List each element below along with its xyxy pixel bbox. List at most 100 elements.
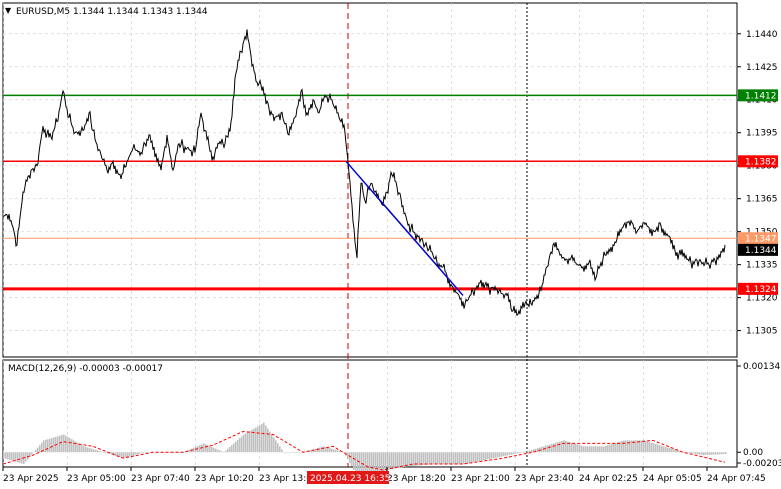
macd-histogram-bar <box>477 452 479 462</box>
macd-histogram-bar <box>697 452 699 455</box>
macd-histogram-bar <box>31 452 33 455</box>
macd-histogram-bar <box>35 449 37 453</box>
macd-histogram-bar <box>527 451 529 453</box>
macd-histogram-bar <box>633 440 635 453</box>
macd-histogram-bar <box>575 443 577 453</box>
macd-histogram-bar <box>117 452 119 457</box>
macd-histogram-bar <box>533 449 535 453</box>
macd-histogram-bar <box>359 452 361 476</box>
macd-histogram-bar <box>355 452 357 472</box>
macd-histogram-bar <box>67 436 69 453</box>
macd-histogram-bar <box>531 449 533 453</box>
macd-histogram-bar <box>683 452 685 453</box>
y-tick-label: 1.1365 <box>746 195 778 205</box>
macd-histogram-bar <box>635 440 637 453</box>
macd-histogram-bar <box>411 452 413 467</box>
macd-histogram-bar <box>395 452 397 469</box>
macd-histogram-bar <box>131 452 133 456</box>
macd-histogram-bar <box>433 452 435 465</box>
price-level-tag <box>738 232 778 245</box>
macd-histogram-bar <box>3 452 5 459</box>
macd-histogram-bar <box>565 440 567 453</box>
macd-histogram-bar <box>455 452 457 465</box>
macd-histogram-bar <box>583 446 585 453</box>
macd-histogram-bar <box>619 441 621 453</box>
macd-histogram-bar <box>667 447 669 453</box>
macd-histogram-bar <box>125 452 127 458</box>
macd-y-tick-label: 0.00134 <box>743 362 780 372</box>
macd-histogram-bar <box>339 451 341 453</box>
macd-histogram-bar <box>699 452 701 455</box>
y-tick-label: 1.1425 <box>746 63 778 73</box>
macd-histogram-bar <box>621 440 623 453</box>
macd-histogram-bar <box>281 449 283 453</box>
y-tick-label: 1.1335 <box>746 261 778 271</box>
macd-histogram-bar <box>113 452 115 456</box>
macd-histogram-bar <box>329 448 331 453</box>
macd-histogram-bar <box>485 452 487 460</box>
macd-histogram-bar <box>691 452 693 454</box>
macd-histogram-bar <box>627 440 629 453</box>
macd-histogram-bar <box>121 452 123 458</box>
macd-histogram-bar <box>143 452 145 453</box>
macd-histogram-bar <box>233 443 235 453</box>
macd-histogram-bar <box>159 452 161 453</box>
macd-histogram-bar <box>403 452 405 467</box>
macd-histogram-bar <box>353 452 355 470</box>
macd-histogram-bar <box>509 452 511 455</box>
macd-histogram-bar <box>41 442 43 453</box>
macd-histogram-bar <box>331 448 333 453</box>
macd-histogram-bar <box>137 452 139 454</box>
macd-histogram-bar <box>57 436 59 453</box>
macd-histogram-bar <box>649 442 651 453</box>
macd-histogram-bar <box>153 452 155 453</box>
macd-histogram-bar <box>263 422 265 453</box>
macd-histogram-bar <box>451 452 453 465</box>
macd-histogram-bar <box>601 446 603 453</box>
macd-histogram-bar <box>693 452 695 454</box>
macd-histogram-bar <box>321 446 323 453</box>
macd-histogram-bar <box>79 443 81 453</box>
macd-histogram-bar <box>241 436 243 453</box>
macd-histogram-bar <box>17 452 19 463</box>
macd-histogram-bar <box>375 452 377 476</box>
y-tick-label: 1.1320 <box>746 294 778 304</box>
macd-histogram-bar <box>491 452 493 459</box>
macd-histogram-bar <box>391 452 393 470</box>
dropdown-arrow-icon[interactable]: ▼ <box>5 6 12 15</box>
price-level-label: 1.1324 <box>745 285 777 295</box>
macd-histogram-bar <box>277 443 279 453</box>
macd-histogram-bar <box>245 433 247 453</box>
macd-histogram-bar <box>425 452 427 465</box>
macd-histogram-bar <box>361 452 363 478</box>
macd-histogram-bar <box>257 426 259 453</box>
macd-histogram-bar <box>551 443 553 453</box>
macd-histogram-bar <box>709 452 711 455</box>
macd-histogram-bar <box>119 452 121 457</box>
macd-histogram-bar <box>463 452 465 465</box>
macd-histogram-bar <box>713 452 715 455</box>
macd-histogram-bar <box>135 452 137 455</box>
macd-histogram-bar <box>427 452 429 465</box>
macd-histogram-bar <box>199 445 201 453</box>
macd-histogram-bar <box>661 445 663 453</box>
y-tick-label: 1.1440 <box>746 30 778 40</box>
macd-histogram-bar <box>25 452 27 462</box>
macd-histogram-bar <box>13 452 15 462</box>
macd-histogram-bar <box>61 435 63 453</box>
macd-histogram-bar <box>367 452 369 478</box>
macd-histogram-bar <box>517 452 519 454</box>
symbol-label: EURUSD,M5 <box>16 7 70 17</box>
macd-histogram-bar <box>493 452 495 459</box>
macd-histogram-bar <box>309 450 311 453</box>
macd-histogram-bar <box>221 451 223 453</box>
macd-histogram-bar <box>209 446 211 453</box>
macd-histogram-bar <box>225 450 227 453</box>
macd-histogram-bar <box>205 444 207 453</box>
macd-histogram-bar <box>301 452 303 453</box>
macd-histogram-bar <box>7 452 9 460</box>
macd-histogram-bar <box>297 452 299 453</box>
macd-histogram-bar <box>595 446 597 453</box>
macd-histogram-bar <box>687 452 689 453</box>
